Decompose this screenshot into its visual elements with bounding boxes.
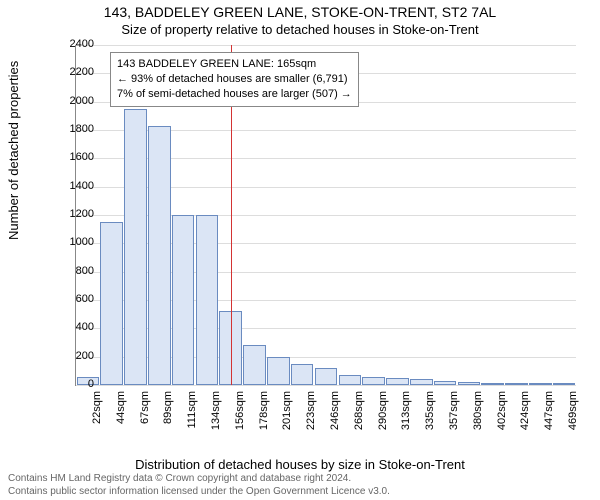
histogram-bar — [410, 379, 433, 385]
annotation-line: 143 BADDELEY GREEN LANE: 165sqm — [117, 57, 352, 72]
y-tick-label: 1000 — [34, 236, 94, 248]
histogram-bar — [362, 377, 385, 386]
y-tick-label: 1600 — [34, 151, 94, 163]
gridline — [76, 45, 576, 46]
footer-line: Contains HM Land Registry data © Crown c… — [8, 473, 390, 486]
y-tick-label: 0 — [34, 378, 94, 390]
x-tick-label: 22sqm — [91, 391, 103, 439]
x-tick-label: 424sqm — [519, 391, 531, 439]
annotation-box: 143 BADDELEY GREEN LANE: 165sqm ← 93% of… — [110, 52, 359, 107]
histogram-bar — [100, 222, 123, 385]
x-tick-label: 156sqm — [234, 391, 246, 439]
x-tick-label: 469sqm — [567, 391, 579, 439]
x-tick-label: 246sqm — [329, 391, 341, 439]
y-tick-label: 2000 — [34, 95, 94, 107]
y-tick-label: 1200 — [34, 208, 94, 220]
histogram-bar — [124, 109, 147, 385]
x-tick-label: 223sqm — [305, 391, 317, 439]
x-tick-label: 201sqm — [281, 391, 293, 439]
x-tick-label: 67sqm — [139, 391, 151, 439]
histogram-bar — [386, 378, 409, 385]
histogram-bar — [434, 381, 457, 385]
histogram-bar — [243, 345, 266, 385]
x-tick-label: 44sqm — [115, 391, 127, 439]
y-tick-label: 2200 — [34, 66, 94, 78]
x-axis-label: Distribution of detached houses by size … — [0, 457, 600, 472]
x-tick-label: 380sqm — [472, 391, 484, 439]
y-tick-label: 1800 — [34, 123, 94, 135]
chart-title: 143, BADDELEY GREEN LANE, STOKE-ON-TRENT… — [0, 4, 600, 20]
y-tick-label: 2400 — [34, 38, 94, 50]
histogram-bar — [148, 126, 171, 385]
histogram-bar — [267, 357, 290, 385]
x-tick-label: 134sqm — [210, 391, 222, 439]
histogram-bar — [172, 215, 195, 385]
y-axis-label: Number of detached properties — [6, 61, 21, 240]
footer-line: Contains public sector information licen… — [8, 486, 390, 499]
histogram-bar — [339, 375, 362, 385]
x-tick-label: 89sqm — [162, 391, 174, 439]
histogram-bar — [458, 382, 481, 385]
footer-text: Contains HM Land Registry data © Crown c… — [8, 473, 390, 498]
chart-frame: 143, BADDELEY GREEN LANE, STOKE-ON-TRENT… — [0, 0, 600, 500]
y-tick-label: 400 — [34, 321, 94, 333]
histogram-bar — [481, 383, 504, 385]
histogram-bar — [196, 215, 219, 385]
gridline — [76, 385, 576, 386]
annotation-line: 7% of semi-detached houses are larger (5… — [117, 87, 352, 102]
x-tick-label: 268sqm — [353, 391, 365, 439]
x-tick-label: 111sqm — [186, 391, 198, 439]
chart-subtitle: Size of property relative to detached ho… — [0, 22, 600, 37]
x-tick-label: 313sqm — [400, 391, 412, 439]
x-tick-label: 402sqm — [496, 391, 508, 439]
histogram-bar — [553, 383, 576, 385]
annotation-line: ← 93% of detached houses are smaller (6,… — [117, 72, 352, 87]
histogram-bar — [505, 383, 528, 385]
histogram-bar — [315, 368, 338, 385]
y-tick-label: 1400 — [34, 180, 94, 192]
histogram-bar — [529, 383, 552, 385]
y-tick-label: 800 — [34, 265, 94, 277]
x-tick-label: 178sqm — [258, 391, 270, 439]
x-tick-label: 335sqm — [424, 391, 436, 439]
y-tick-label: 200 — [34, 350, 94, 362]
y-tick-label: 600 — [34, 293, 94, 305]
histogram-bar — [291, 364, 314, 385]
x-tick-label: 447sqm — [543, 391, 555, 439]
x-tick-label: 357sqm — [448, 391, 460, 439]
x-tick-label: 290sqm — [377, 391, 389, 439]
